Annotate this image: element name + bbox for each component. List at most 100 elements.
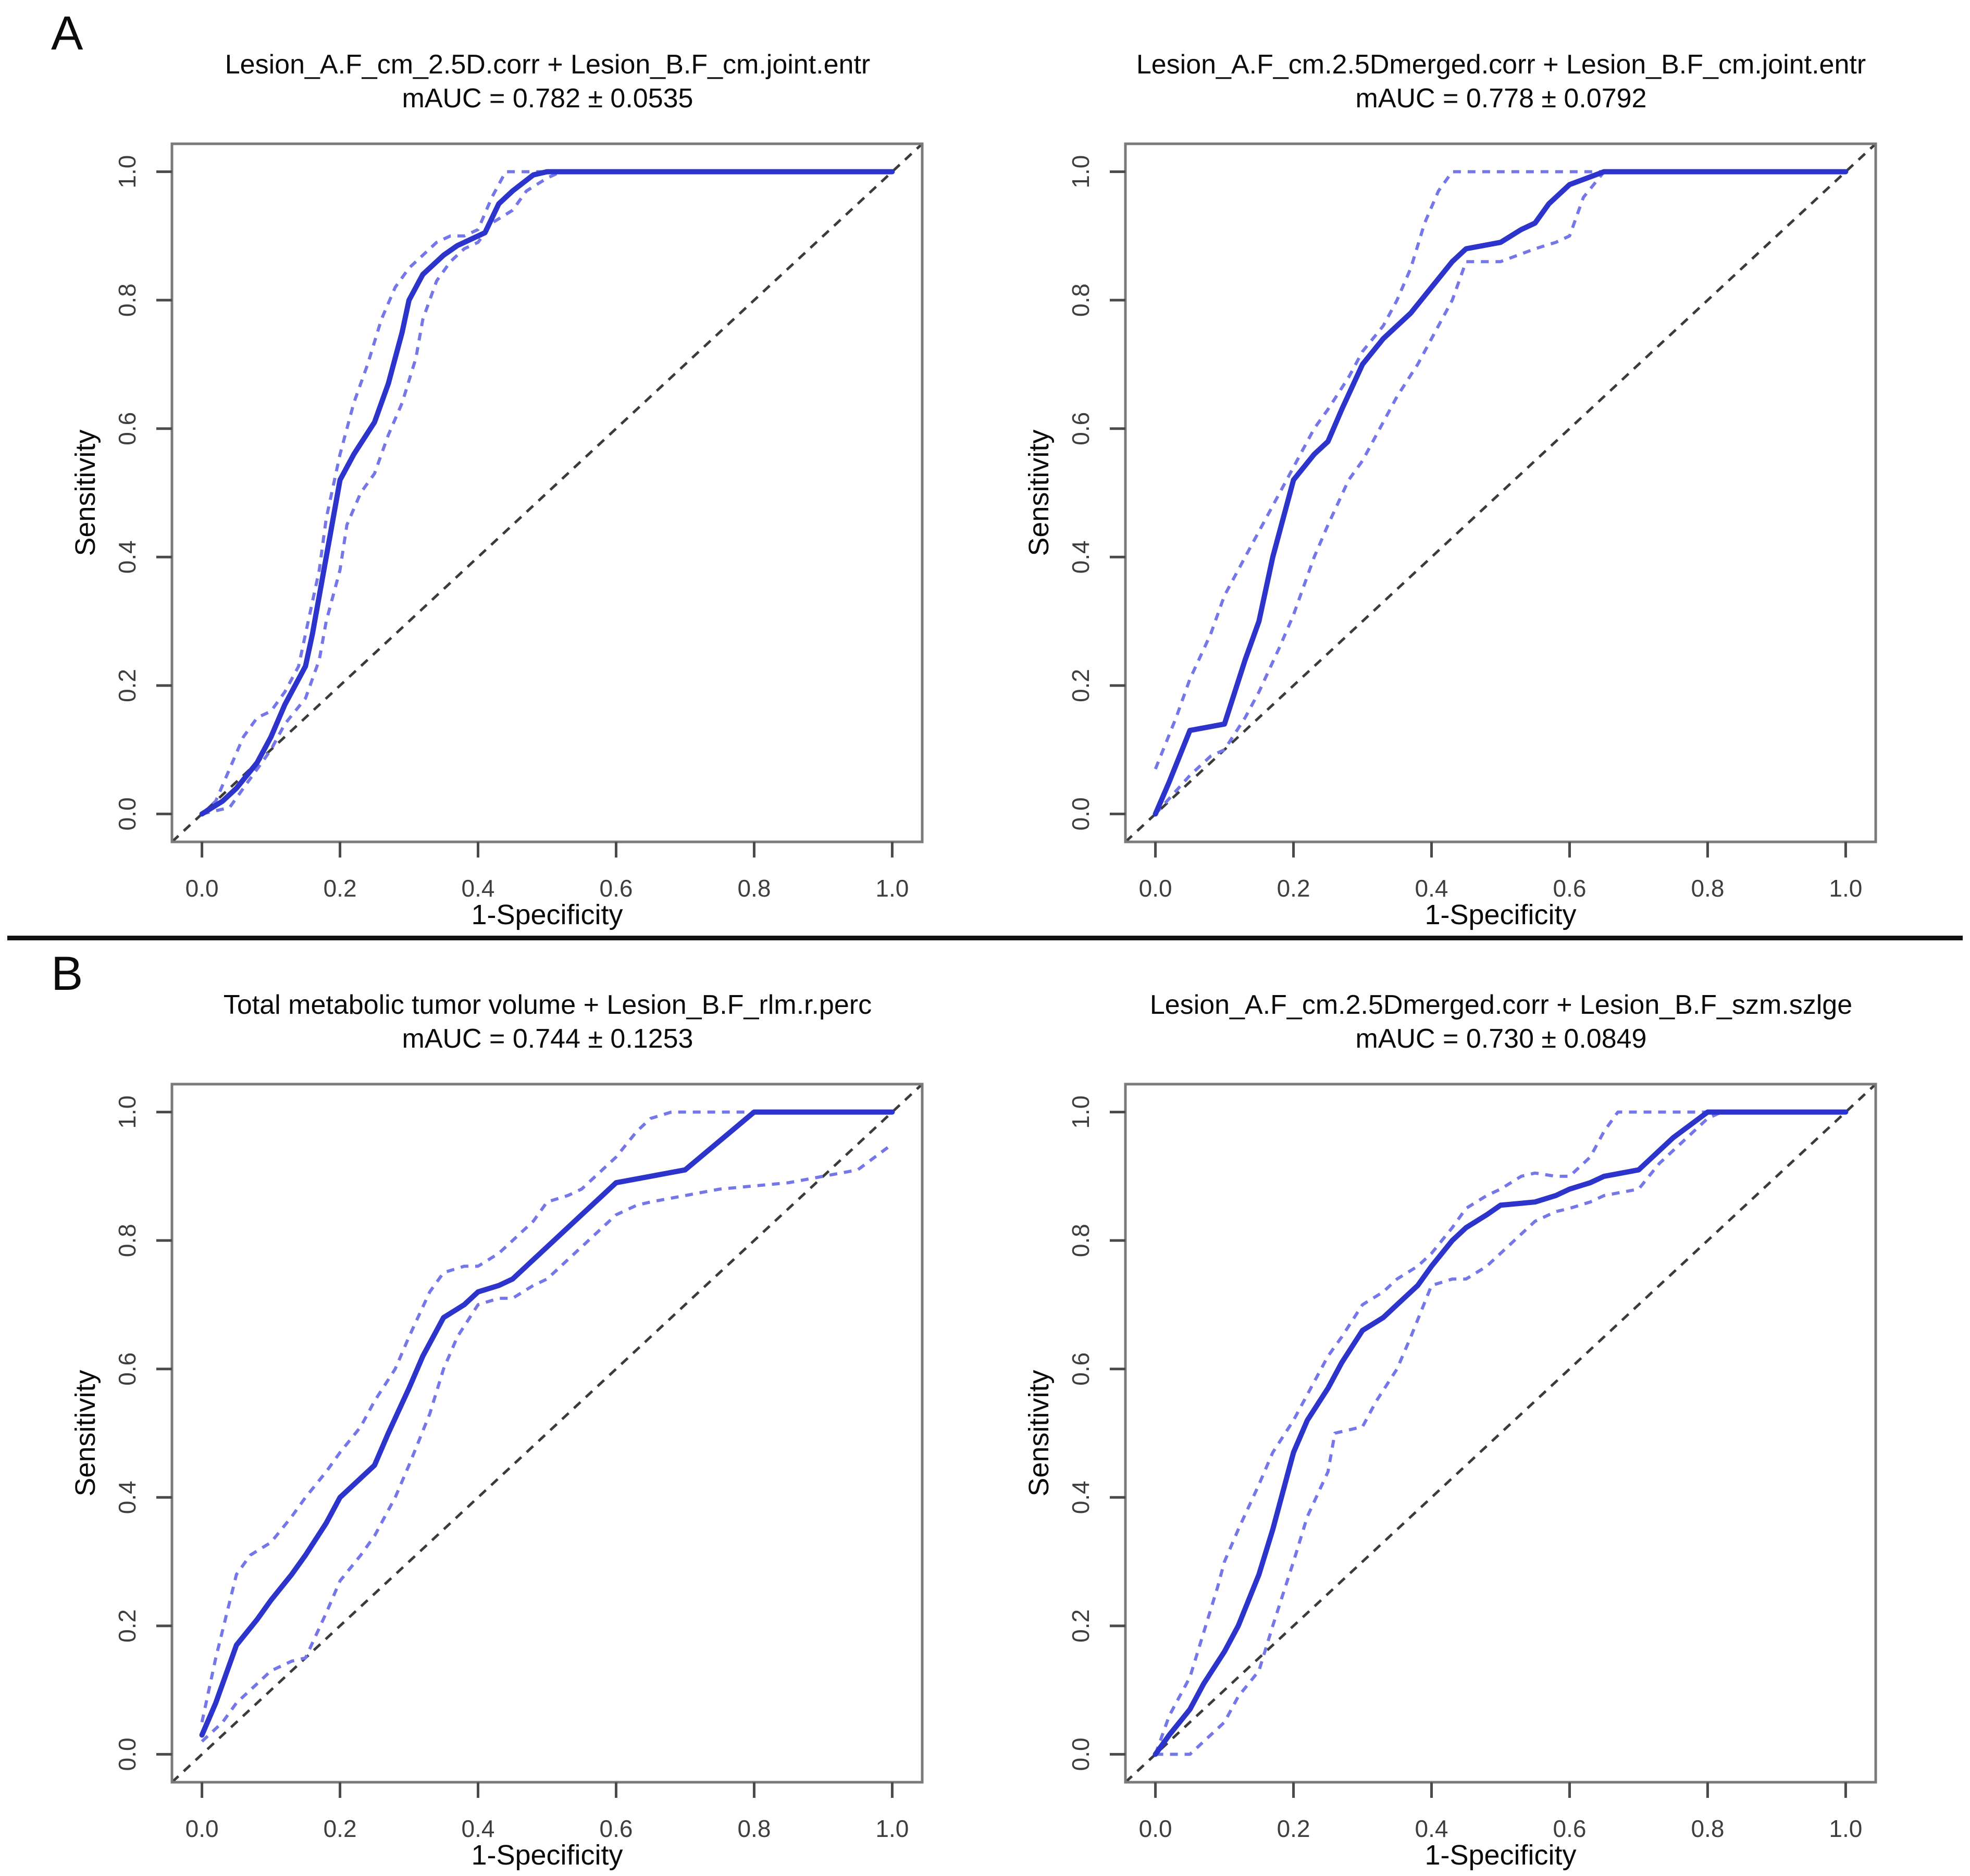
x-tick-label: 0.0 (185, 875, 219, 902)
chart-mauc-subtitle: mAUC = 0.782 ± 0.0535 (402, 83, 693, 114)
y-tick-label: 0.0 (1067, 1737, 1094, 1771)
y-tick-label: 0.8 (1067, 1224, 1094, 1257)
chart-title: Lesion_A.F_cm.2.5Dmerged.corr + Lesion_B… (1149, 990, 1853, 1020)
roc-chart-a-left: Lesion_A.F_cm_2.5D.corr + Lesion_B.F_cm.… (63, 48, 974, 930)
ci-lower-curve (1154, 170, 1846, 815)
x-tick-label: 0.6 (1553, 1815, 1587, 1842)
x-tick-label: 0.4 (1415, 1815, 1448, 1842)
chance-diagonal-line (171, 1083, 923, 1783)
x-tick-label: 1.0 (875, 875, 909, 902)
x-tick-label: 1.0 (1829, 875, 1862, 902)
x-tick-label: 0.8 (1691, 875, 1724, 902)
roc-curve (1153, 169, 1849, 817)
plot-box (170, 142, 924, 843)
y-tick-label: 0.4 (114, 540, 141, 574)
x-tick-label: 0.2 (324, 1815, 357, 1842)
chance-diagonal-line (171, 143, 923, 843)
x-axis-label: 1-Specificity (1424, 899, 1576, 930)
x-tick-label: 0.4 (462, 875, 495, 902)
y-tick-label: 1.0 (114, 155, 141, 189)
ci-upper-curve (200, 1110, 893, 1723)
y-tick-label: 0.2 (1067, 669, 1094, 702)
y-tick-label: 0.6 (114, 1352, 141, 1386)
y-tick-label: 0.2 (114, 1609, 141, 1643)
panel-b-charts: Total metabolic tumor volume + Lesion_B.… (0, 940, 1970, 1871)
y-tick-label: 0.2 (114, 669, 141, 702)
x-tick-label: 0.6 (1553, 875, 1587, 902)
y-tick-label: 0.8 (114, 283, 141, 317)
x-tick-label: 0.4 (462, 1815, 495, 1842)
x-tick-label: 0.8 (737, 1815, 771, 1842)
roc-curve (199, 169, 895, 817)
section-divider (7, 936, 1963, 940)
chance-diagonal-line (1124, 1083, 1877, 1783)
ci-upper-curve (201, 170, 893, 815)
y-axis-label: Sensitivity (1023, 429, 1055, 556)
ci-lower-curve (201, 170, 893, 816)
y-axis-label: Sensitivity (70, 1370, 101, 1496)
roc-plot-svg: 0.0 0.2 0.4 0.6 0.8 1.0 0.0 0.2 0.4 0.6 0.8 1.0 1-Sp… (1023, 142, 1877, 930)
ci-upper-curve (1154, 1110, 1846, 1755)
y-tick-label: 0.8 (114, 1224, 141, 1257)
y-tick-label: 0.4 (1067, 1481, 1094, 1514)
y-tick-label: 1.0 (114, 1096, 141, 1129)
roc-plot-svg: 0.0 0.2 0.4 0.6 0.8 1.0 0.0 0.2 0.4 0.6 0.8 1.0 1-Sp… (70, 1083, 924, 1871)
chance-diagonal-line (1124, 143, 1877, 843)
x-axis-label: 1-Specificity (471, 899, 623, 930)
x-tick-label: 0.2 (324, 875, 357, 902)
y-tick-label: 1.0 (1067, 1096, 1094, 1129)
y-tick-label: 0.0 (1067, 797, 1094, 830)
chart-mauc-subtitle: mAUC = 0.778 ± 0.0792 (1355, 83, 1647, 114)
x-tick-label: 0.0 (185, 1815, 219, 1842)
chart-mauc-subtitle: mAUC = 0.744 ± 0.1253 (402, 1024, 693, 1054)
y-tick-label: 0.8 (1067, 283, 1094, 317)
chart-title: Lesion_A.F_cm_2.5D.corr + Lesion_B.F_cm.… (225, 49, 871, 80)
plot-box (1124, 1083, 1877, 1784)
y-axis-label: Sensitivity (1023, 1370, 1055, 1496)
x-tick-label: 0.6 (600, 875, 633, 902)
y-tick-label: 1.0 (1067, 155, 1094, 189)
x-tick-label: 0.0 (1139, 1815, 1172, 1842)
x-tick-label: 0.8 (737, 875, 771, 902)
chart-caption: Lesion_A.F_cm.2.5Dmerged.corr + Lesion_B… (1016, 988, 1928, 1057)
roc-chart-b-right: Lesion_A.F_cm.2.5Dmerged.corr + Lesion_B… (1016, 988, 1928, 1871)
roc-chart-b-left: Total metabolic tumor volume + Lesion_B.… (63, 988, 974, 1871)
chart-caption: Total metabolic tumor volume + Lesion_B.… (63, 988, 974, 1057)
x-axis-label: 1-Specificity (471, 1840, 623, 1871)
y-tick-label: 0.2 (1067, 1609, 1094, 1643)
plot-box (170, 1083, 924, 1784)
panel-a-row: A Lesion_A.F_cm_2.5D.corr + Lesion_B.F_c… (0, 0, 1970, 936)
plot-box (1124, 142, 1877, 843)
roc-curve (1153, 1109, 1849, 1757)
x-tick-label: 0.8 (1691, 1815, 1724, 1842)
panel-b-label: B (51, 947, 83, 1000)
ci-lower-curve (201, 1142, 894, 1743)
chart-caption: Lesion_A.F_cm_2.5D.corr + Lesion_B.F_cm.… (63, 48, 974, 117)
y-axis-label: Sensitivity (70, 429, 101, 556)
y-tick-label: 0.6 (1067, 1352, 1094, 1386)
x-tick-label: 0.2 (1277, 875, 1310, 902)
chart-caption: Lesion_A.F_cm.2.5Dmerged.corr + Lesion_B… (1016, 48, 1928, 117)
x-tick-label: 0.0 (1139, 875, 1172, 902)
roc-plot-svg: 0.0 0.2 0.4 0.6 0.8 1.0 0.0 0.2 0.4 0.6 0.8 1.0 1-Sp… (1023, 1083, 1877, 1871)
chart-title: Lesion_A.F_cm.2.5Dmerged.corr + Lesion_B… (1136, 49, 1866, 80)
roc-chart-a-right: Lesion_A.F_cm.2.5Dmerged.corr + Lesion_B… (1016, 48, 1928, 930)
chart-mauc-subtitle: mAUC = 0.730 ± 0.0849 (1355, 1024, 1647, 1054)
y-tick-label: 0.4 (1067, 540, 1094, 574)
y-tick-label: 0.6 (1067, 412, 1094, 445)
y-tick-label: 0.6 (114, 412, 141, 445)
panel-b-row: B Total metabolic tumor volume + Lesion_… (0, 940, 1970, 1876)
y-tick-label: 0.4 (114, 1481, 141, 1514)
ci-upper-curve (1154, 170, 1846, 770)
x-tick-label: 0.4 (1415, 875, 1448, 902)
ci-lower-curve (1155, 1110, 1846, 1756)
roc-curve (199, 1109, 895, 1738)
x-tick-label: 0.2 (1277, 1815, 1310, 1842)
x-tick-label: 1.0 (1829, 1815, 1862, 1842)
y-tick-label: 0.0 (114, 1737, 141, 1771)
x-tick-label: 0.6 (600, 1815, 633, 1842)
panel-a-label: A (51, 7, 83, 60)
x-axis-label: 1-Specificity (1424, 1840, 1576, 1871)
panel-a-charts: Lesion_A.F_cm_2.5D.corr + Lesion_B.F_cm.… (0, 0, 1970, 930)
